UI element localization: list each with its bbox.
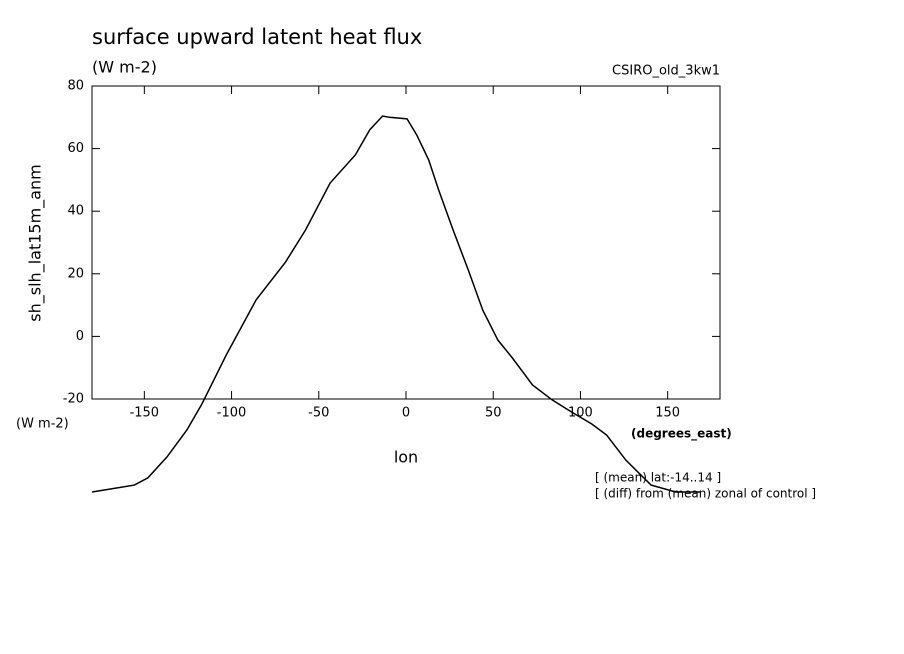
note: [ (diff) from (mean) zonal of control ] — [595, 487, 816, 501]
y-tick-label: 40 — [67, 204, 84, 219]
chart-title: surface upward latent heat flux — [92, 25, 422, 49]
data-line — [91, 115, 701, 493]
y-tick-label: -20 — [63, 392, 84, 407]
y-tick-label: 60 — [67, 141, 84, 156]
x-tick-label: 50 — [485, 406, 502, 421]
x-tick-label: -100 — [217, 406, 247, 421]
dataset: CSIRO_old_3kw1 — [612, 64, 720, 79]
x-tick-label: -50 — [308, 406, 329, 421]
y-tick-label: 20 — [67, 266, 84, 281]
x-tick-label: 150 — [655, 406, 680, 421]
x-axis-label: lon — [394, 448, 418, 467]
y-tick-label: 0 — [76, 329, 84, 344]
y-axis-label: sh_slh_lat15m_anm — [26, 164, 46, 321]
x-units: (degrees_east) — [631, 427, 732, 442]
y-units: (W m-2) — [16, 417, 69, 432]
units: (W m-2) — [92, 58, 157, 77]
x-tick-label: -150 — [130, 406, 160, 421]
note: [ (mean) lat:-14..14 ] — [595, 471, 721, 485]
y-tick-label: 80 — [67, 79, 84, 94]
x-tick-label: 0 — [402, 406, 410, 421]
x-tick-label: 100 — [568, 406, 593, 421]
